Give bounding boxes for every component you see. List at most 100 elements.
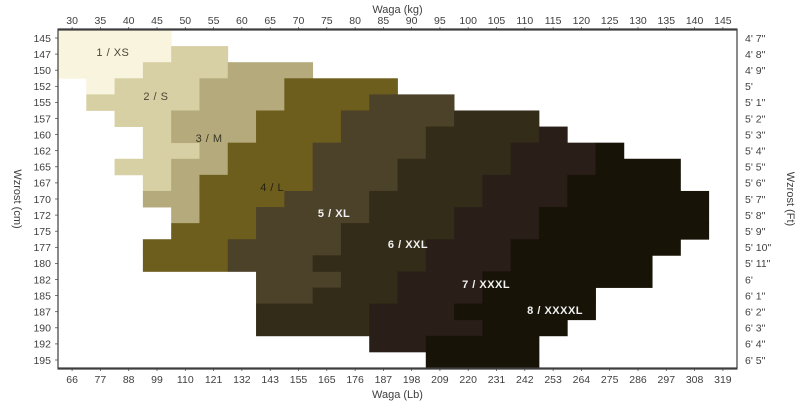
- tick-label-cm: 167: [33, 178, 51, 190]
- tick-label-lb: 155: [290, 374, 308, 386]
- size-region-xl: [256, 271, 342, 288]
- tick-label-lb: 242: [516, 374, 534, 386]
- tick-label-kg: 120: [573, 15, 591, 27]
- tick-label-lb: 165: [318, 374, 336, 386]
- tick-label-kg: 95: [434, 15, 446, 27]
- size-label-xl: 5 / XL: [318, 208, 350, 220]
- size-region-xs: [58, 30, 172, 47]
- tick-label-cm: 157: [33, 113, 51, 125]
- size-region-xxxl: [369, 335, 427, 353]
- tick-label-kg: 70: [293, 15, 305, 27]
- tick-label-kg: 90: [406, 15, 418, 27]
- tick-label-cm: 147: [33, 49, 51, 61]
- tick-label-lb: 319: [714, 374, 732, 386]
- tick-label-ft: 5' 5": [745, 162, 766, 174]
- tick-label-lb: 297: [658, 374, 676, 386]
- tick-label-cm: 150: [33, 65, 51, 77]
- size-region-xxxl: [454, 223, 540, 240]
- size-region-l: [199, 207, 257, 224]
- size-region-m: [171, 174, 200, 192]
- tick-label-cm: 180: [33, 258, 51, 270]
- size-region-xxxxl: [454, 303, 596, 321]
- tick-label-kg: 35: [95, 15, 107, 27]
- tick-label-cm: 187: [33, 307, 51, 319]
- size-region-xxxl: [510, 158, 596, 176]
- size-region-xxl: [312, 255, 427, 272]
- size-region-xxxxl: [425, 335, 540, 353]
- size-region-xl: [340, 110, 455, 127]
- size-region-xxxl: [454, 207, 540, 224]
- tick-label-lb: 66: [66, 374, 78, 386]
- tick-label-lb: 187: [375, 374, 393, 386]
- size-region-m: [142, 190, 200, 208]
- size-region-xxxxl: [538, 207, 710, 224]
- size-region-m: [171, 126, 257, 144]
- size-region-xl: [256, 287, 314, 305]
- tick-label-ft: 5' 8": [745, 210, 766, 222]
- size-label-xxxxl: 8 / XXXXL: [527, 305, 583, 317]
- axis-title-top: Waga (kg): [372, 4, 422, 16]
- size-region-xl: [369, 94, 455, 111]
- size-region-xxxxl: [567, 190, 710, 208]
- size-region-xxl: [256, 303, 370, 321]
- tick-label-kg: 105: [488, 15, 506, 27]
- tick-label-kg: 135: [658, 15, 676, 27]
- tick-label-lb: 264: [573, 374, 591, 386]
- size-region-xl: [284, 190, 370, 208]
- size-label-xxxl: 7 / XXXL: [462, 279, 510, 291]
- tick-label-kg: 30: [66, 15, 78, 27]
- tick-label-cm: 190: [33, 323, 51, 335]
- tick-label-cm: 182: [33, 274, 51, 286]
- size-region-s: [171, 46, 229, 63]
- size-region-xxxl: [397, 271, 483, 288]
- size-region-s: [142, 126, 172, 144]
- tick-label-kg: 75: [321, 15, 333, 27]
- size-region-xl: [312, 174, 398, 192]
- size-region-s: [114, 158, 172, 176]
- size-region-m: [171, 158, 229, 176]
- size-region-m: [171, 207, 200, 224]
- size-region-l: [256, 126, 342, 144]
- size-region-xxxxl: [482, 271, 653, 288]
- tick-label-ft: 4' 7": [745, 33, 766, 45]
- tick-label-kg: 125: [601, 15, 619, 27]
- size-region-xxl: [340, 239, 427, 256]
- tick-label-lb: 143: [261, 374, 279, 386]
- size-region-xxxxl: [595, 142, 625, 160]
- tick-label-ft: 5' 9": [745, 226, 766, 238]
- size-region-l: [142, 239, 229, 256]
- size-region-m: [199, 78, 285, 95]
- tick-label-ft: 5': [745, 81, 753, 93]
- size-region-xxxl: [369, 303, 455, 321]
- tick-label-cm: 177: [33, 242, 51, 254]
- size-region-s: [142, 142, 200, 160]
- size-region-s: [142, 174, 172, 192]
- size-region-xxl: [454, 110, 540, 127]
- tick-label-kg: 145: [714, 15, 732, 27]
- size-label-xs: 1 / XS: [96, 47, 129, 59]
- tick-label-lb: 286: [629, 374, 647, 386]
- size-region-m: [171, 110, 257, 127]
- tick-label-cm: 170: [33, 194, 51, 206]
- size-region-m: [227, 62, 314, 79]
- tick-label-kg: 85: [378, 15, 390, 27]
- tick-label-ft: 6' 3": [745, 323, 766, 335]
- size-region-xxl: [312, 287, 398, 305]
- size-region-xxxl: [425, 255, 512, 272]
- tick-label-kg: 110: [516, 15, 533, 27]
- tick-label-ft: 5' 7": [745, 194, 766, 206]
- size-region-l: [227, 158, 314, 176]
- tick-label-cm: 162: [33, 146, 51, 158]
- tick-label-ft: 6' 1": [745, 290, 766, 302]
- tick-label-ft: 5' 3": [745, 129, 766, 141]
- tick-label-ft: 5' 10": [745, 242, 771, 254]
- size-region-s: [142, 62, 229, 79]
- tick-label-cm: 152: [33, 81, 51, 93]
- tick-label-ft: 5' 4": [745, 146, 766, 158]
- size-region-s: [86, 94, 200, 111]
- tick-label-lb: 176: [346, 374, 364, 386]
- size-region-xxl: [340, 271, 398, 288]
- size-region-l: [199, 190, 285, 208]
- tick-label-ft: 5' 11": [745, 258, 771, 270]
